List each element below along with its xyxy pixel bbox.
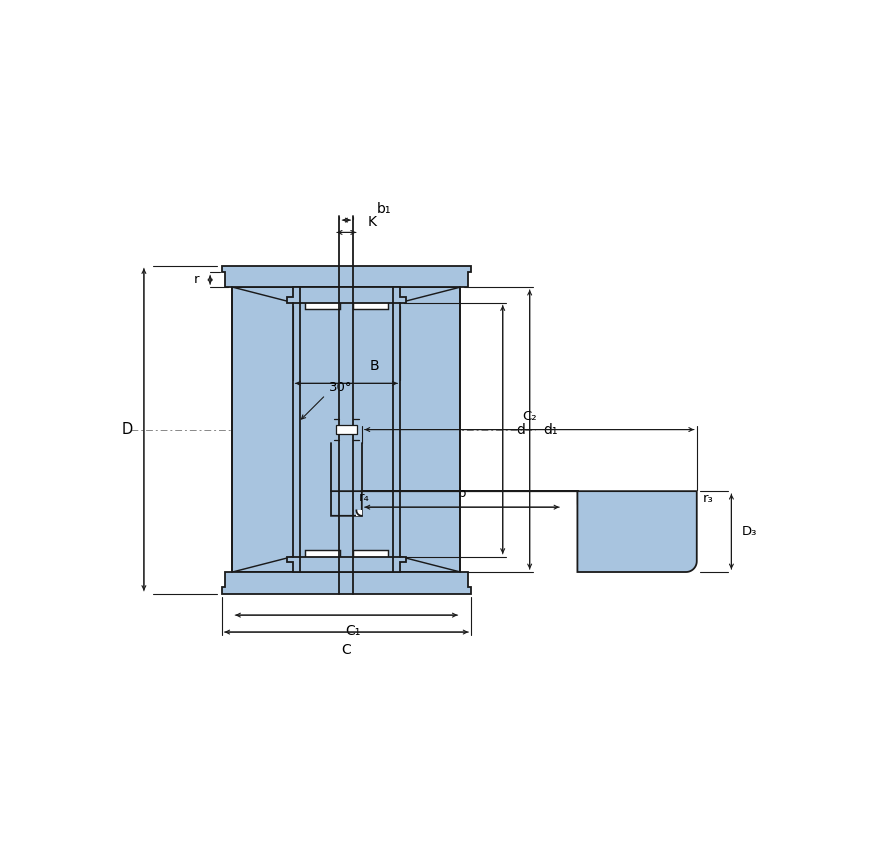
Polygon shape xyxy=(221,572,471,594)
Bar xyxy=(356,510,362,515)
Text: 30°: 30° xyxy=(330,381,353,393)
Polygon shape xyxy=(287,287,406,302)
Text: b: b xyxy=(458,487,466,500)
Text: B: B xyxy=(369,358,379,373)
Bar xyxy=(336,425,357,434)
Bar xyxy=(304,289,340,308)
Polygon shape xyxy=(331,491,696,572)
Text: r: r xyxy=(193,273,199,286)
Text: C: C xyxy=(341,643,351,657)
Bar xyxy=(353,289,388,308)
Text: D₃: D₃ xyxy=(742,525,758,538)
Bar xyxy=(353,551,388,570)
Polygon shape xyxy=(233,287,460,572)
Text: d₁: d₁ xyxy=(543,423,558,436)
Text: K: K xyxy=(368,216,377,229)
Polygon shape xyxy=(287,557,406,572)
Bar xyxy=(304,551,340,570)
Text: D: D xyxy=(122,422,133,437)
Text: b₁: b₁ xyxy=(376,202,391,216)
Text: r₄: r₄ xyxy=(359,491,369,504)
Polygon shape xyxy=(221,265,471,287)
Text: C₂: C₂ xyxy=(522,410,536,423)
Text: C₁: C₁ xyxy=(345,624,360,638)
Text: r₃: r₃ xyxy=(703,492,714,505)
Text: d: d xyxy=(516,423,526,436)
